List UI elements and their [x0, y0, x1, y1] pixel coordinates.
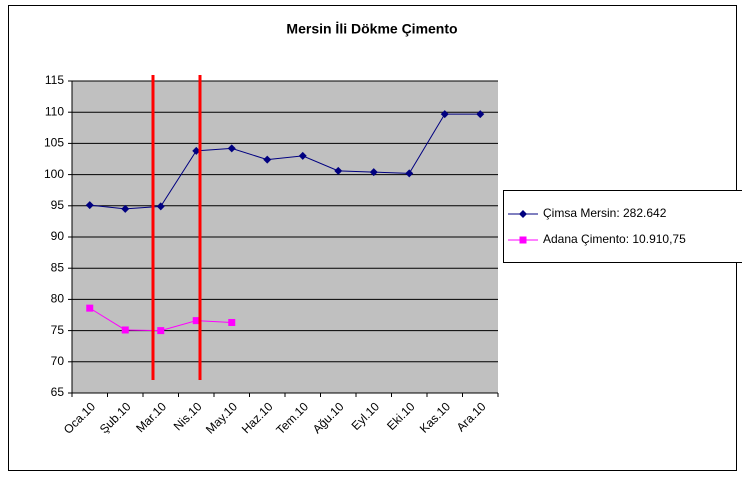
- marker: [440, 110, 449, 119]
- chart-title: Mersin İli Dökme Çimento: [286, 21, 457, 37]
- marker: [121, 326, 129, 334]
- marker: [227, 144, 236, 153]
- legend-label: Çimsa Mersin: 282.642: [543, 206, 667, 220]
- legend-items: Çimsa Mersin: 282.642 Adana Çimento: 10.9…: [508, 206, 686, 246]
- y-tick-label: 90: [51, 229, 65, 243]
- marker: [298, 151, 307, 160]
- marker: [519, 210, 527, 218]
- y-tick-label: 65: [51, 385, 65, 399]
- y-tick-label: 115: [45, 73, 64, 87]
- marker: [476, 110, 485, 119]
- marker: [369, 168, 378, 177]
- marker: [263, 155, 272, 164]
- marker: [85, 201, 94, 210]
- marker: [156, 202, 165, 211]
- y-tick-label: 95: [51, 198, 65, 212]
- series-line: [89, 113, 481, 210]
- marker: [157, 327, 165, 335]
- legend: [503, 190, 742, 263]
- marker: [228, 318, 236, 326]
- marker: [334, 166, 343, 175]
- y-tick-label: 85: [51, 260, 65, 274]
- marker: [192, 317, 200, 325]
- marker: [405, 169, 414, 178]
- y-tick-label: 105: [44, 136, 64, 150]
- y-tick-label: 70: [51, 354, 65, 368]
- marker: [192, 146, 201, 155]
- legend-label: Adana Çimento: 10.910,75: [543, 232, 686, 246]
- marker: [86, 304, 94, 312]
- marker: [519, 236, 527, 244]
- y-tick-label: 80: [51, 292, 65, 306]
- y-tick-label: 100: [44, 167, 64, 181]
- marker: [121, 204, 130, 213]
- y-tick-label: 75: [51, 323, 65, 337]
- y-tick-label: 110: [45, 104, 64, 118]
